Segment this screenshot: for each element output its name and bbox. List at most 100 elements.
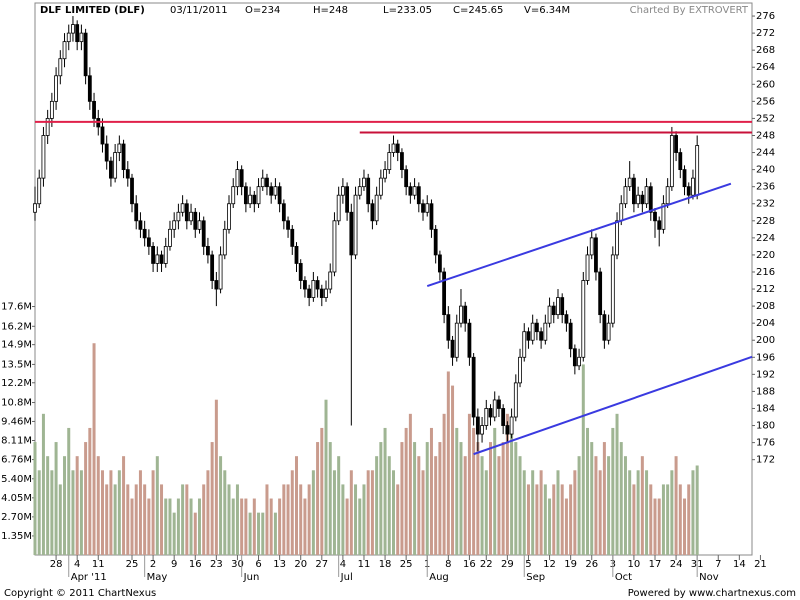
- volume-bar: [463, 456, 467, 555]
- candle-body: [277, 186, 282, 205]
- price-tick-label: 224: [756, 233, 775, 244]
- candle-body: [286, 220, 290, 230]
- volume-bar: [375, 456, 379, 555]
- volume-bar: [286, 484, 290, 555]
- volume-bar: [493, 427, 497, 555]
- volume-bar: [518, 456, 522, 555]
- candle-body: [522, 331, 527, 358]
- volume-bar: [172, 512, 176, 555]
- volume-bar: [569, 484, 573, 555]
- volume-bar: [632, 484, 636, 555]
- volume-bar: [573, 470, 577, 555]
- x-tick-label: 19: [564, 559, 577, 570]
- volume-bar: [370, 470, 374, 555]
- candle-body: [206, 245, 210, 256]
- volume-bar: [362, 484, 366, 555]
- volume-bar: [691, 470, 695, 555]
- candle-body: [518, 356, 522, 384]
- price-tick-label: 244: [756, 148, 775, 159]
- volume-tick-label: 4.05M: [1, 493, 32, 504]
- price-tick-label: 236: [756, 182, 775, 193]
- candle-body: [661, 203, 666, 230]
- price-tick-label: 252: [756, 113, 775, 124]
- candle-body: [227, 203, 231, 230]
- x-tick-label: 8: [445, 559, 451, 570]
- volume-bar: [476, 442, 480, 555]
- price-tick-label: 272: [756, 28, 775, 39]
- volume-bar: [480, 456, 484, 555]
- candle-body: [324, 288, 328, 298]
- candle-body: [163, 245, 168, 264]
- volume-bar: [46, 456, 50, 555]
- price-tick-label: 208: [756, 301, 775, 312]
- credit: Charted By EXTROVERT: [630, 5, 749, 16]
- candle-body: [142, 228, 147, 239]
- x-tick-label: 16: [463, 559, 476, 570]
- price-tick-label: 172: [756, 455, 775, 466]
- volume-bar: [472, 427, 476, 555]
- volume-bar: [294, 456, 298, 555]
- volume-tick-label: 16.2M: [1, 321, 32, 332]
- candle-body: [556, 297, 560, 316]
- volume-bar: [100, 470, 104, 555]
- volume-bar: [459, 442, 463, 555]
- candle-body: [248, 194, 253, 205]
- volume-bar: [109, 470, 113, 555]
- header-close: C=245.65: [453, 5, 503, 16]
- candle-body: [535, 322, 539, 333]
- candle-body: [543, 322, 548, 341]
- volume-bar: [92, 343, 96, 555]
- chart-title: DLF LIMITED (DLF): [40, 5, 145, 16]
- candle-body: [467, 322, 472, 358]
- volume-bar: [446, 371, 450, 555]
- x-tick-label: 9: [171, 559, 177, 570]
- price-tick-label: 264: [756, 62, 775, 73]
- candle-body: [433, 228, 438, 256]
- candle-body: [564, 314, 569, 324]
- x-tick-label: 25: [126, 559, 139, 570]
- x-tick-label: 28: [50, 559, 63, 570]
- volume-tick-label: 6.76M: [1, 455, 32, 466]
- volume-bar: [223, 470, 227, 555]
- candle-body: [315, 280, 320, 290]
- candle-body: [176, 211, 181, 222]
- candle-body: [222, 228, 227, 256]
- candle-body: [577, 356, 581, 367]
- volume-bar: [607, 456, 611, 555]
- trend-line: [473, 355, 753, 456]
- volume-bar: [421, 470, 425, 555]
- volume-bar: [666, 484, 670, 555]
- volume-bar: [341, 484, 345, 555]
- volume-bar: [590, 442, 594, 555]
- candle-body: [501, 408, 506, 426]
- volume-bar: [543, 484, 547, 555]
- volume-bar: [586, 427, 590, 555]
- candle-body: [319, 288, 324, 298]
- price-tick-label: 200: [756, 335, 775, 346]
- volume-bar: [413, 442, 417, 555]
- x-tick-label: 11: [92, 559, 105, 570]
- candle-body: [691, 177, 695, 196]
- volume-bar: [79, 470, 83, 555]
- candle-body: [378, 177, 383, 196]
- candle-body: [412, 186, 417, 196]
- volume-bar: [265, 484, 269, 555]
- candle-body: [463, 305, 468, 324]
- volume-bar: [560, 484, 564, 555]
- volume-bar: [379, 442, 383, 555]
- volume-bar: [623, 456, 627, 555]
- price-tick-label: 176: [756, 438, 775, 449]
- x-tick-label: 21: [754, 559, 767, 570]
- candle-body: [362, 177, 366, 188]
- volume-bar: [564, 498, 568, 555]
- volume-bar: [37, 470, 41, 555]
- volume-bar: [455, 427, 459, 555]
- volume-tick-label: 13.5M: [1, 359, 32, 370]
- candle-body: [328, 271, 333, 290]
- candle-body: [459, 305, 463, 324]
- volume-bar: [176, 498, 180, 555]
- candle-body: [636, 194, 641, 205]
- candle-body: [121, 143, 126, 171]
- candle-body: [159, 254, 164, 264]
- candle-body: [260, 177, 265, 188]
